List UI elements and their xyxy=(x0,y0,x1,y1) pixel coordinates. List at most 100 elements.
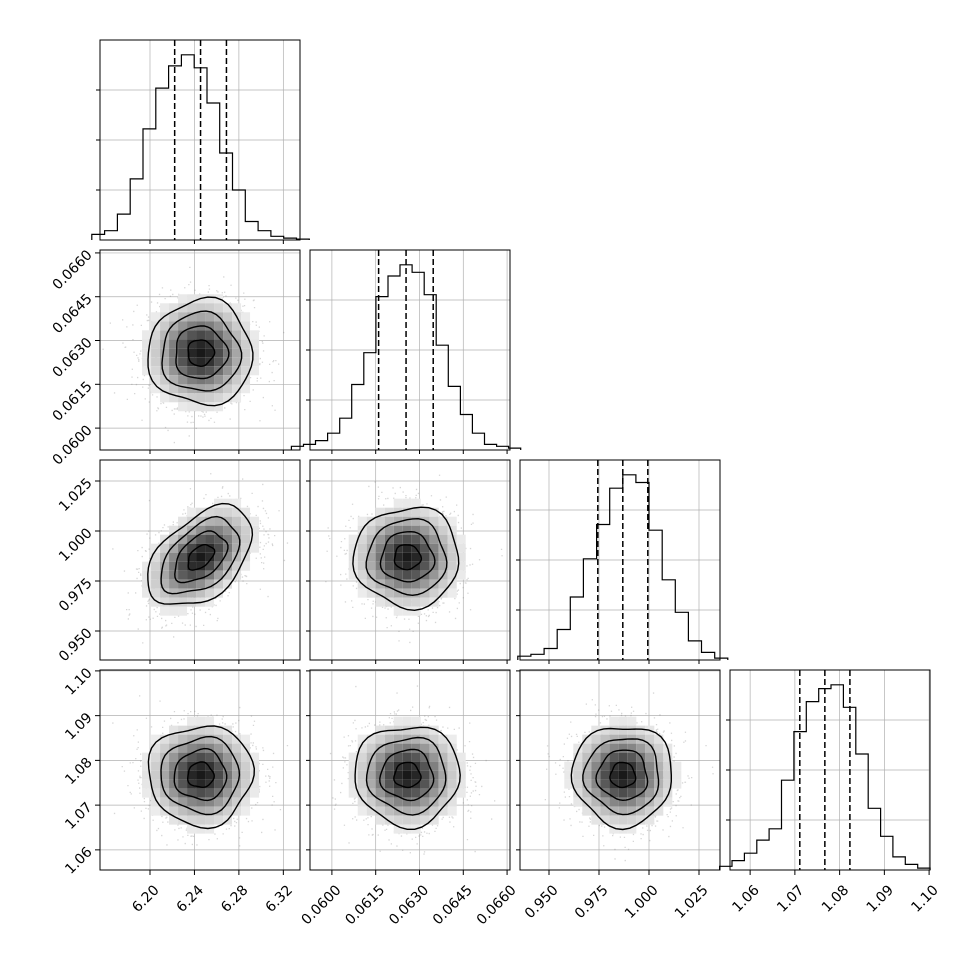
density-cell xyxy=(205,725,215,735)
density-cell xyxy=(393,716,403,726)
density-cell xyxy=(609,725,619,735)
density-cell xyxy=(645,752,655,762)
density-cell xyxy=(366,579,376,589)
density-cell xyxy=(357,552,367,562)
density-cell xyxy=(151,752,161,762)
x-tick-label: 0.0630 xyxy=(386,882,432,928)
density-cell xyxy=(241,516,251,526)
density-cell xyxy=(205,561,215,571)
density-cell xyxy=(142,570,152,580)
density-cell xyxy=(438,561,448,571)
density-cell xyxy=(600,788,610,798)
density-cell xyxy=(214,588,224,598)
density-cell xyxy=(169,752,179,762)
contour-level-2 xyxy=(161,310,243,392)
contour-level-1 xyxy=(595,749,649,802)
y-tick-label: 1.07 xyxy=(62,799,95,832)
density-cell xyxy=(142,561,152,571)
density-cell xyxy=(420,725,430,735)
density-cell xyxy=(627,815,637,825)
density-cell xyxy=(582,788,592,798)
density-cell xyxy=(187,393,197,403)
density-cell xyxy=(366,570,376,580)
density-cell xyxy=(420,743,430,753)
density-cell xyxy=(232,534,242,544)
density-cell xyxy=(348,752,358,762)
density-cell xyxy=(402,552,412,562)
panel-frame xyxy=(309,669,511,871)
pair-panel-2-0 xyxy=(99,459,301,661)
density-cell xyxy=(402,752,412,762)
density-cell xyxy=(241,507,251,517)
density-cell xyxy=(384,561,394,571)
contour-level-3 xyxy=(352,506,460,612)
density-cell xyxy=(214,339,224,349)
density-cell xyxy=(241,321,251,331)
density-cell xyxy=(402,534,412,544)
density-cell xyxy=(375,588,385,598)
x-tick-label: 1.000 xyxy=(622,882,662,922)
density-cell xyxy=(205,303,215,313)
density-cell xyxy=(402,725,412,735)
density-cell xyxy=(223,330,233,340)
density-cell xyxy=(187,339,197,349)
density-cell xyxy=(196,339,206,349)
density-cell xyxy=(402,606,412,616)
histogram-panel-3 xyxy=(719,669,931,871)
density-cell xyxy=(348,570,358,580)
y-tick-label: 0.0600 xyxy=(50,422,96,468)
density-cell xyxy=(429,725,439,735)
contour-level-2 xyxy=(365,517,448,597)
density-cell xyxy=(223,321,233,331)
density-cell xyxy=(160,534,170,544)
density-cell xyxy=(447,534,457,544)
density-cell xyxy=(591,788,601,798)
density-cell xyxy=(160,348,170,358)
density-cell xyxy=(627,752,637,762)
contour-level-1 xyxy=(379,530,436,583)
density-cell xyxy=(196,570,206,580)
density-cell xyxy=(357,561,367,571)
density-cell xyxy=(169,770,179,780)
density-cell xyxy=(241,761,251,771)
density-cell xyxy=(169,366,179,376)
density-cell xyxy=(151,570,161,580)
density-cell xyxy=(456,543,466,553)
density-cell xyxy=(420,597,430,607)
density-cell xyxy=(151,330,161,340)
density-cell xyxy=(160,330,170,340)
density-cell xyxy=(196,330,206,340)
density-cell xyxy=(357,779,367,789)
contour-level-0 xyxy=(186,761,215,789)
density-cell xyxy=(241,752,251,762)
density-cell xyxy=(232,357,242,367)
density-cell xyxy=(402,788,412,798)
density-cell xyxy=(393,543,403,553)
density-cell xyxy=(384,779,394,789)
density-cell xyxy=(223,734,233,744)
density-cell xyxy=(205,330,215,340)
density-cell xyxy=(223,375,233,385)
density-cell xyxy=(402,779,412,789)
density-cell xyxy=(393,516,403,526)
density-cell xyxy=(178,761,188,771)
density-cell xyxy=(645,761,655,771)
density-cell xyxy=(636,725,646,735)
density-cell xyxy=(223,770,233,780)
density-cell xyxy=(196,534,206,544)
density-cell xyxy=(232,525,242,535)
density-cell xyxy=(636,770,646,780)
density-cell xyxy=(357,588,367,598)
density-cell xyxy=(169,734,179,744)
density-cell xyxy=(420,779,430,789)
density-cell xyxy=(232,303,242,313)
density-cell xyxy=(241,348,251,358)
density-cell xyxy=(420,770,430,780)
density-cell xyxy=(438,788,448,798)
density-cell xyxy=(411,788,421,798)
density-cell xyxy=(420,579,430,589)
density-cell xyxy=(375,797,385,807)
density-cell xyxy=(232,384,242,394)
density-cell xyxy=(169,788,179,798)
density-cell xyxy=(250,534,260,544)
